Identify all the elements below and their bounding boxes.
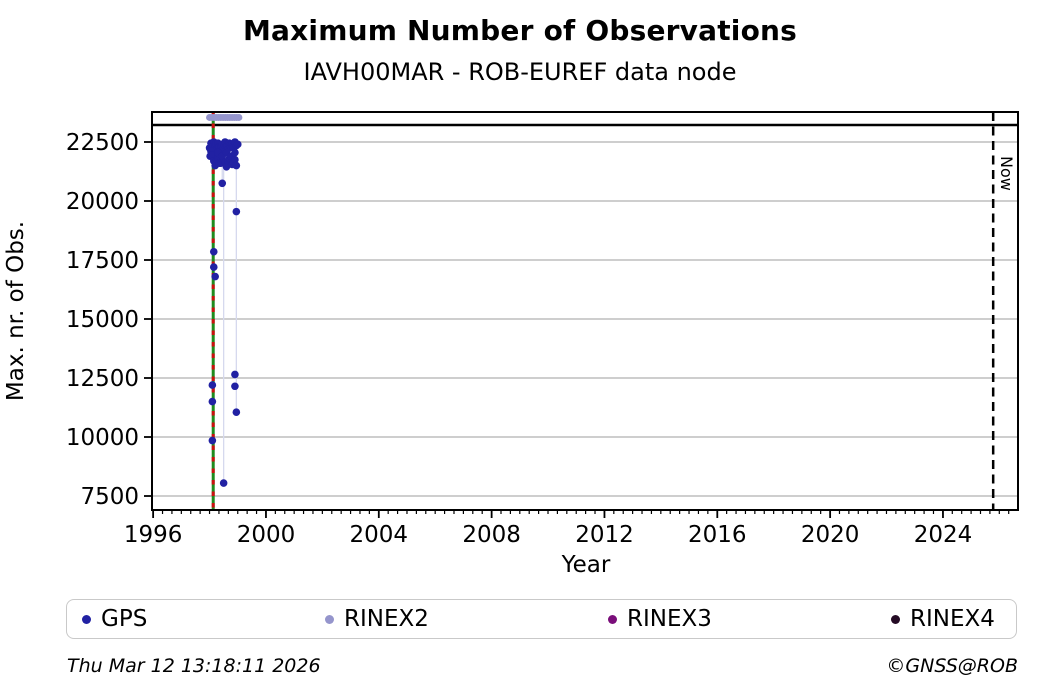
gps-data-point (211, 272, 219, 281)
gps-data-point (208, 397, 217, 406)
gps-data-point (232, 161, 241, 170)
y-tick-label: 7500 (80, 484, 139, 510)
chart-title: Maximum Number of Observations (242, 14, 798, 47)
rinex3-marker-icon (608, 614, 617, 624)
x-tick-label: 1996 (124, 522, 183, 548)
chart-subtitle: IAVH00MAR - ROB-EUREF data node (303, 58, 737, 86)
legend-item-rinex4: RINEX4 (891, 600, 995, 638)
credit: ©GNSS@ROB (886, 655, 1018, 677)
legend: GPS RINEX2 RINEX3 RINEX4 (66, 599, 1017, 639)
gps-marker-icon (82, 614, 91, 624)
gps-data-point (231, 370, 239, 379)
x-tick-label: 2020 (801, 522, 860, 548)
x-tick-label: 2012 (575, 522, 634, 548)
y-tick-label: 20000 (66, 189, 139, 215)
y-tick-label: 15000 (66, 307, 139, 333)
gps-data-point (233, 140, 242, 149)
legend-item-rinex3: RINEX3 (608, 600, 712, 638)
legend-item-rinex2: RINEX2 (325, 600, 429, 638)
gps-data-point (208, 436, 217, 445)
gps-data-point (208, 381, 217, 389)
y-tick-label: 17500 (66, 248, 139, 274)
x-tick-label: 2016 (688, 522, 747, 548)
x-tick-label: 2000 (237, 522, 296, 548)
timestamp: Thu Mar 12 13:18:11 2026 (67, 655, 321, 677)
rinex2-data-point (235, 113, 243, 121)
gps-data-point (218, 179, 227, 188)
gps-data-point (209, 263, 218, 271)
legend-label-rinex4: RINEX4 (910, 605, 995, 632)
y-tick-label: 22500 (66, 130, 139, 156)
x-tick-label: 2004 (350, 522, 409, 548)
gps-data-point (232, 207, 241, 216)
plot-border (151, 111, 1019, 511)
legend-label-gps: GPS (101, 605, 148, 632)
y-tick-label: 12500 (66, 366, 139, 392)
gps-data-point (209, 247, 218, 256)
gps-data-point (232, 408, 241, 417)
x-tick-label: 2024 (914, 522, 973, 548)
legend-label-rinex2: RINEX2 (344, 605, 429, 632)
gps-data-point (231, 148, 239, 157)
now-annotation-label: Now (997, 156, 1016, 191)
rinex2-marker-icon (325, 614, 334, 624)
y-axis-label-text: Max. nr. of Obs. (3, 220, 29, 402)
y-tick-label: 10000 (66, 425, 139, 451)
x-axis-label: Year (561, 552, 611, 578)
gps-data-point (219, 479, 228, 487)
gps-data-point (231, 382, 239, 391)
legend-item-gps: GPS (82, 600, 147, 638)
gps-data-point (231, 155, 239, 164)
legend-label-rinex3: RINEX3 (627, 605, 712, 632)
rinex4-marker-icon (891, 614, 900, 624)
x-tick-label: 2008 (462, 522, 521, 548)
